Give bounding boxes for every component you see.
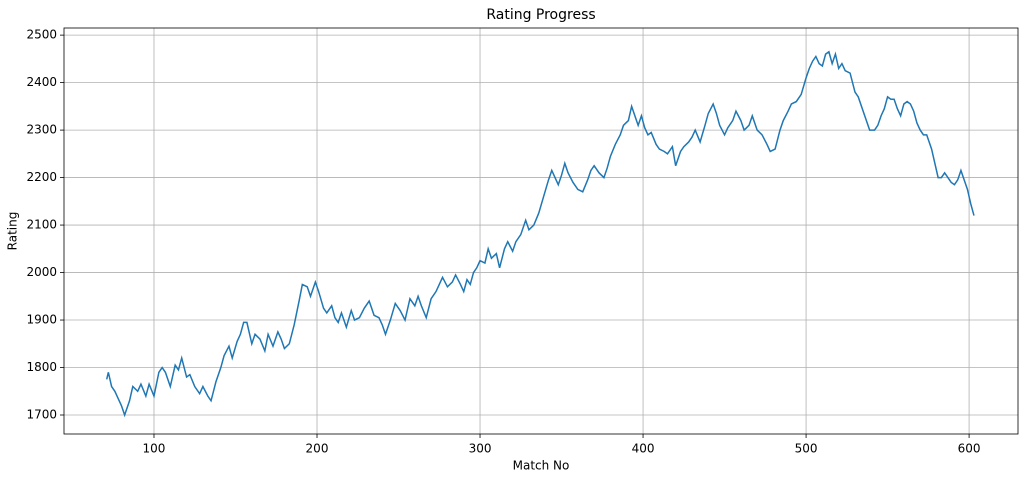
x-tick-label: 400 <box>632 442 655 456</box>
chart-title: Rating Progress <box>486 7 595 23</box>
y-tick-label: 2100 <box>26 218 57 232</box>
y-tick-label: 2200 <box>26 170 57 184</box>
y-tick-label: 2500 <box>26 28 57 42</box>
line <box>105 50 975 418</box>
x-axis-label: Match No <box>513 459 570 473</box>
y-tick-label: 1800 <box>26 360 57 374</box>
y-tick-label: 2300 <box>26 123 57 137</box>
y-tick-label: 1900 <box>26 313 57 327</box>
y-axis-label: Rating <box>6 212 20 251</box>
x-tick-label: 500 <box>795 442 818 456</box>
x-tick-label: 100 <box>143 442 166 456</box>
plot-frame <box>63 27 1019 435</box>
x-tick-label: 300 <box>469 442 492 456</box>
y-tick-label: 2400 <box>26 75 57 89</box>
y-tick-label: 1700 <box>26 408 57 422</box>
x-tick-label: 600 <box>958 442 981 456</box>
x-tick-label: 200 <box>306 442 329 456</box>
y-tick-label: 2000 <box>26 265 57 279</box>
